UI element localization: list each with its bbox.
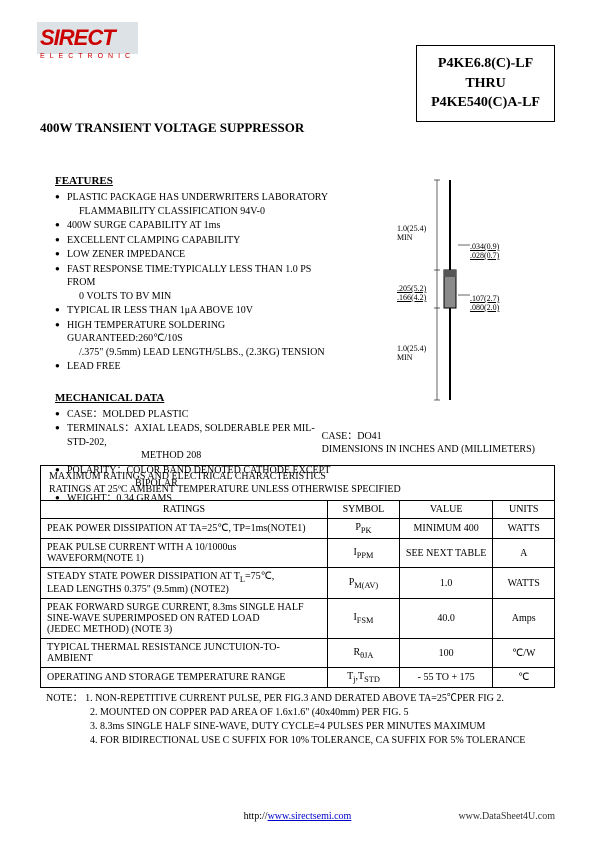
col-value: VALUE [399,501,493,519]
caption-case: CASE：DO41 [322,430,535,443]
feature-item: PLASTIC PACKAGE HAS UNDERWRITERS LABORAT… [55,191,335,218]
part-number-box: P4KE6.8(C)-LF THRU P4KE540(C)A-LF [416,45,555,122]
notes-block: NOTE： 1. NON-REPETITIVE CURRENT PULSE, P… [40,692,555,748]
feature-item: FAST RESPONSE TIME:TYPICALLY LESS THAN 1… [55,263,335,304]
ratings-header-1: MAXIMUM RATINGS AND ELECTRICAL CHARACTER… [49,470,546,483]
cell-symbol: PM(AV) [328,568,400,599]
cell-symbol: IPPM [328,539,400,568]
mechdata-item: CASE：MOLDED PLASTIC [55,408,335,422]
cell-units: Amps [493,599,555,639]
diagram-caption: CASE：DO41 DIMENSIONS IN INCHES AND (MILL… [322,430,535,456]
cell-symbol: RθJA [328,639,400,668]
mechdata-heading: MECHANICAL DATA [55,392,335,404]
table-row: PEAK FORWARD SURGE CURRENT, 8.3ms SINGLE… [41,599,555,639]
cell-units: WATTS [493,568,555,599]
ratings-header-2: RATINGS AT 25ºC AMBIENT TEMPERATURE UNLE… [49,483,546,496]
part-line-1: P4KE6.8(C)-LF [431,54,540,74]
logo-text: SIRECT [40,25,135,51]
datasheet4u-watermark: www.DataSheet4U.com [458,811,555,822]
cell-ratings: PEAK POWER DISSIPATION AT TA=25℃, TP=1ms… [41,519,328,539]
col-units: UNITS [493,501,555,519]
cell-symbol: IFSM [328,599,400,639]
cell-value: SEE NEXT TABLE [399,539,493,568]
dim-label: .205(5.2) .166(4.2) [397,285,426,303]
table-row: PEAK POWER DISSIPATION AT TA=25℃, TP=1ms… [41,519,555,539]
max-ratings-section: MAXIMUM RATINGS AND ELECTRICAL CHARACTER… [40,465,555,748]
cell-units: ℃/W [493,639,555,668]
features-list: PLASTIC PACKAGE HAS UNDERWRITERS LABORAT… [55,191,335,374]
dim-label: .034(0.9) .028(0.7) [470,243,499,261]
feature-item: LOW ZENER IMPEDANCE [55,248,335,262]
feature-item: TYPICAL IR LESS THAN 1μA ABOVE 10V [55,304,335,318]
cell-units: WATTS [493,519,555,539]
cell-ratings: PEAK FORWARD SURGE CURRENT, 8.3ms SINGLE… [41,599,328,639]
cell-ratings: TYPICAL THERMAL RESISTANCE JUNCTUION-TO-… [41,639,328,668]
dim-label: 1.0(25.4) MIN [397,225,426,243]
feature-item: HIGH TEMPERATURE SOLDERING GUARANTEED:26… [55,319,335,360]
package-diagram: 1.0(25.4) MIN .034(0.9) .028(0.7) .205(5… [375,175,525,415]
feature-item: 400W SURGE CAPABILITY AT 1ms [55,219,335,233]
dim-label: .107(2.7) .080(2.0) [470,295,499,313]
dim-label: 1.0(25.4) MIN [397,345,426,363]
document-title: 400W TRANSIENT VOLTAGE SUPPRESSOR [40,120,304,136]
cell-units: ℃ [493,668,555,688]
table-header-row: RATINGS SYMBOL VALUE UNITS [41,501,555,519]
part-line-2: THRU [431,74,540,94]
cell-value: - 55 TO + 175 [399,668,493,688]
company-logo: SIRECT ELECTRONIC [40,25,135,60]
cell-value: MINIMUM 400 [399,519,493,539]
logo-subtext: ELECTRONIC [40,53,135,60]
note-item: 2. MOUNTED ON COPPER PAD AREA OF 1.6x1.6… [46,706,555,720]
cell-value: 1.0 [399,568,493,599]
table-body: PEAK POWER DISSIPATION AT TA=25℃, TP=1ms… [41,519,555,688]
footer-prefix: http:// [244,811,268,822]
specifications-table: RATINGS SYMBOL VALUE UNITS PEAK POWER DI… [40,500,555,688]
notes-lead: NOTE： [46,693,83,704]
table-row: PEAK PULSE CURRENT WITH A 10/1000us WAVE… [41,539,555,568]
col-symbol: SYMBOL [328,501,400,519]
table-row: TYPICAL THERMAL RESISTANCE JUNCTUION-TO-… [41,639,555,668]
ratings-header-box: MAXIMUM RATINGS AND ELECTRICAL CHARACTER… [40,465,555,500]
cell-ratings: STEADY STATE POWER DISSIPATION AT TL=75℃… [41,568,328,599]
note-item: 4. FOR BIDIRECTIONAL USE C SUFFIX FOR 10… [46,734,555,748]
feature-item: LEAD FREE [55,360,335,374]
note-item: 3. 8.3ms SINGLE HALF SINE-WAVE, DUTY CYC… [46,720,555,734]
part-line-3: P4KE540(C)A-LF [431,93,540,113]
cell-symbol: PPK [328,519,400,539]
features-heading: FEATURES [55,175,335,187]
table-row: OPERATING AND STORAGE TEMPERATURE RANGET… [41,668,555,688]
table-row: STEADY STATE POWER DISSIPATION AT TL=75℃… [41,568,555,599]
company-url[interactable]: www.sirectsemi.com [268,811,352,822]
cell-ratings: OPERATING AND STORAGE TEMPERATURE RANGE [41,668,328,688]
cell-value: 40.0 [399,599,493,639]
cell-symbol: Tj,TSTD [328,668,400,688]
cell-value: 100 [399,639,493,668]
cell-units: A [493,539,555,568]
cell-ratings: PEAK PULSE CURRENT WITH A 10/1000us WAVE… [41,539,328,568]
mechdata-item: TERMINALS：AXIAL LEADS, SOLDERABLE PER MI… [55,422,335,463]
note-item: 1. NON-REPETITIVE CURRENT PULSE, PER FIG… [85,693,504,704]
caption-dims: DIMENSIONS IN INCHES AND (MILLIMETERS) [322,443,535,456]
feature-item: EXCELLENT CLAMPING CAPABILITY [55,234,335,248]
col-ratings: RATINGS [41,501,328,519]
